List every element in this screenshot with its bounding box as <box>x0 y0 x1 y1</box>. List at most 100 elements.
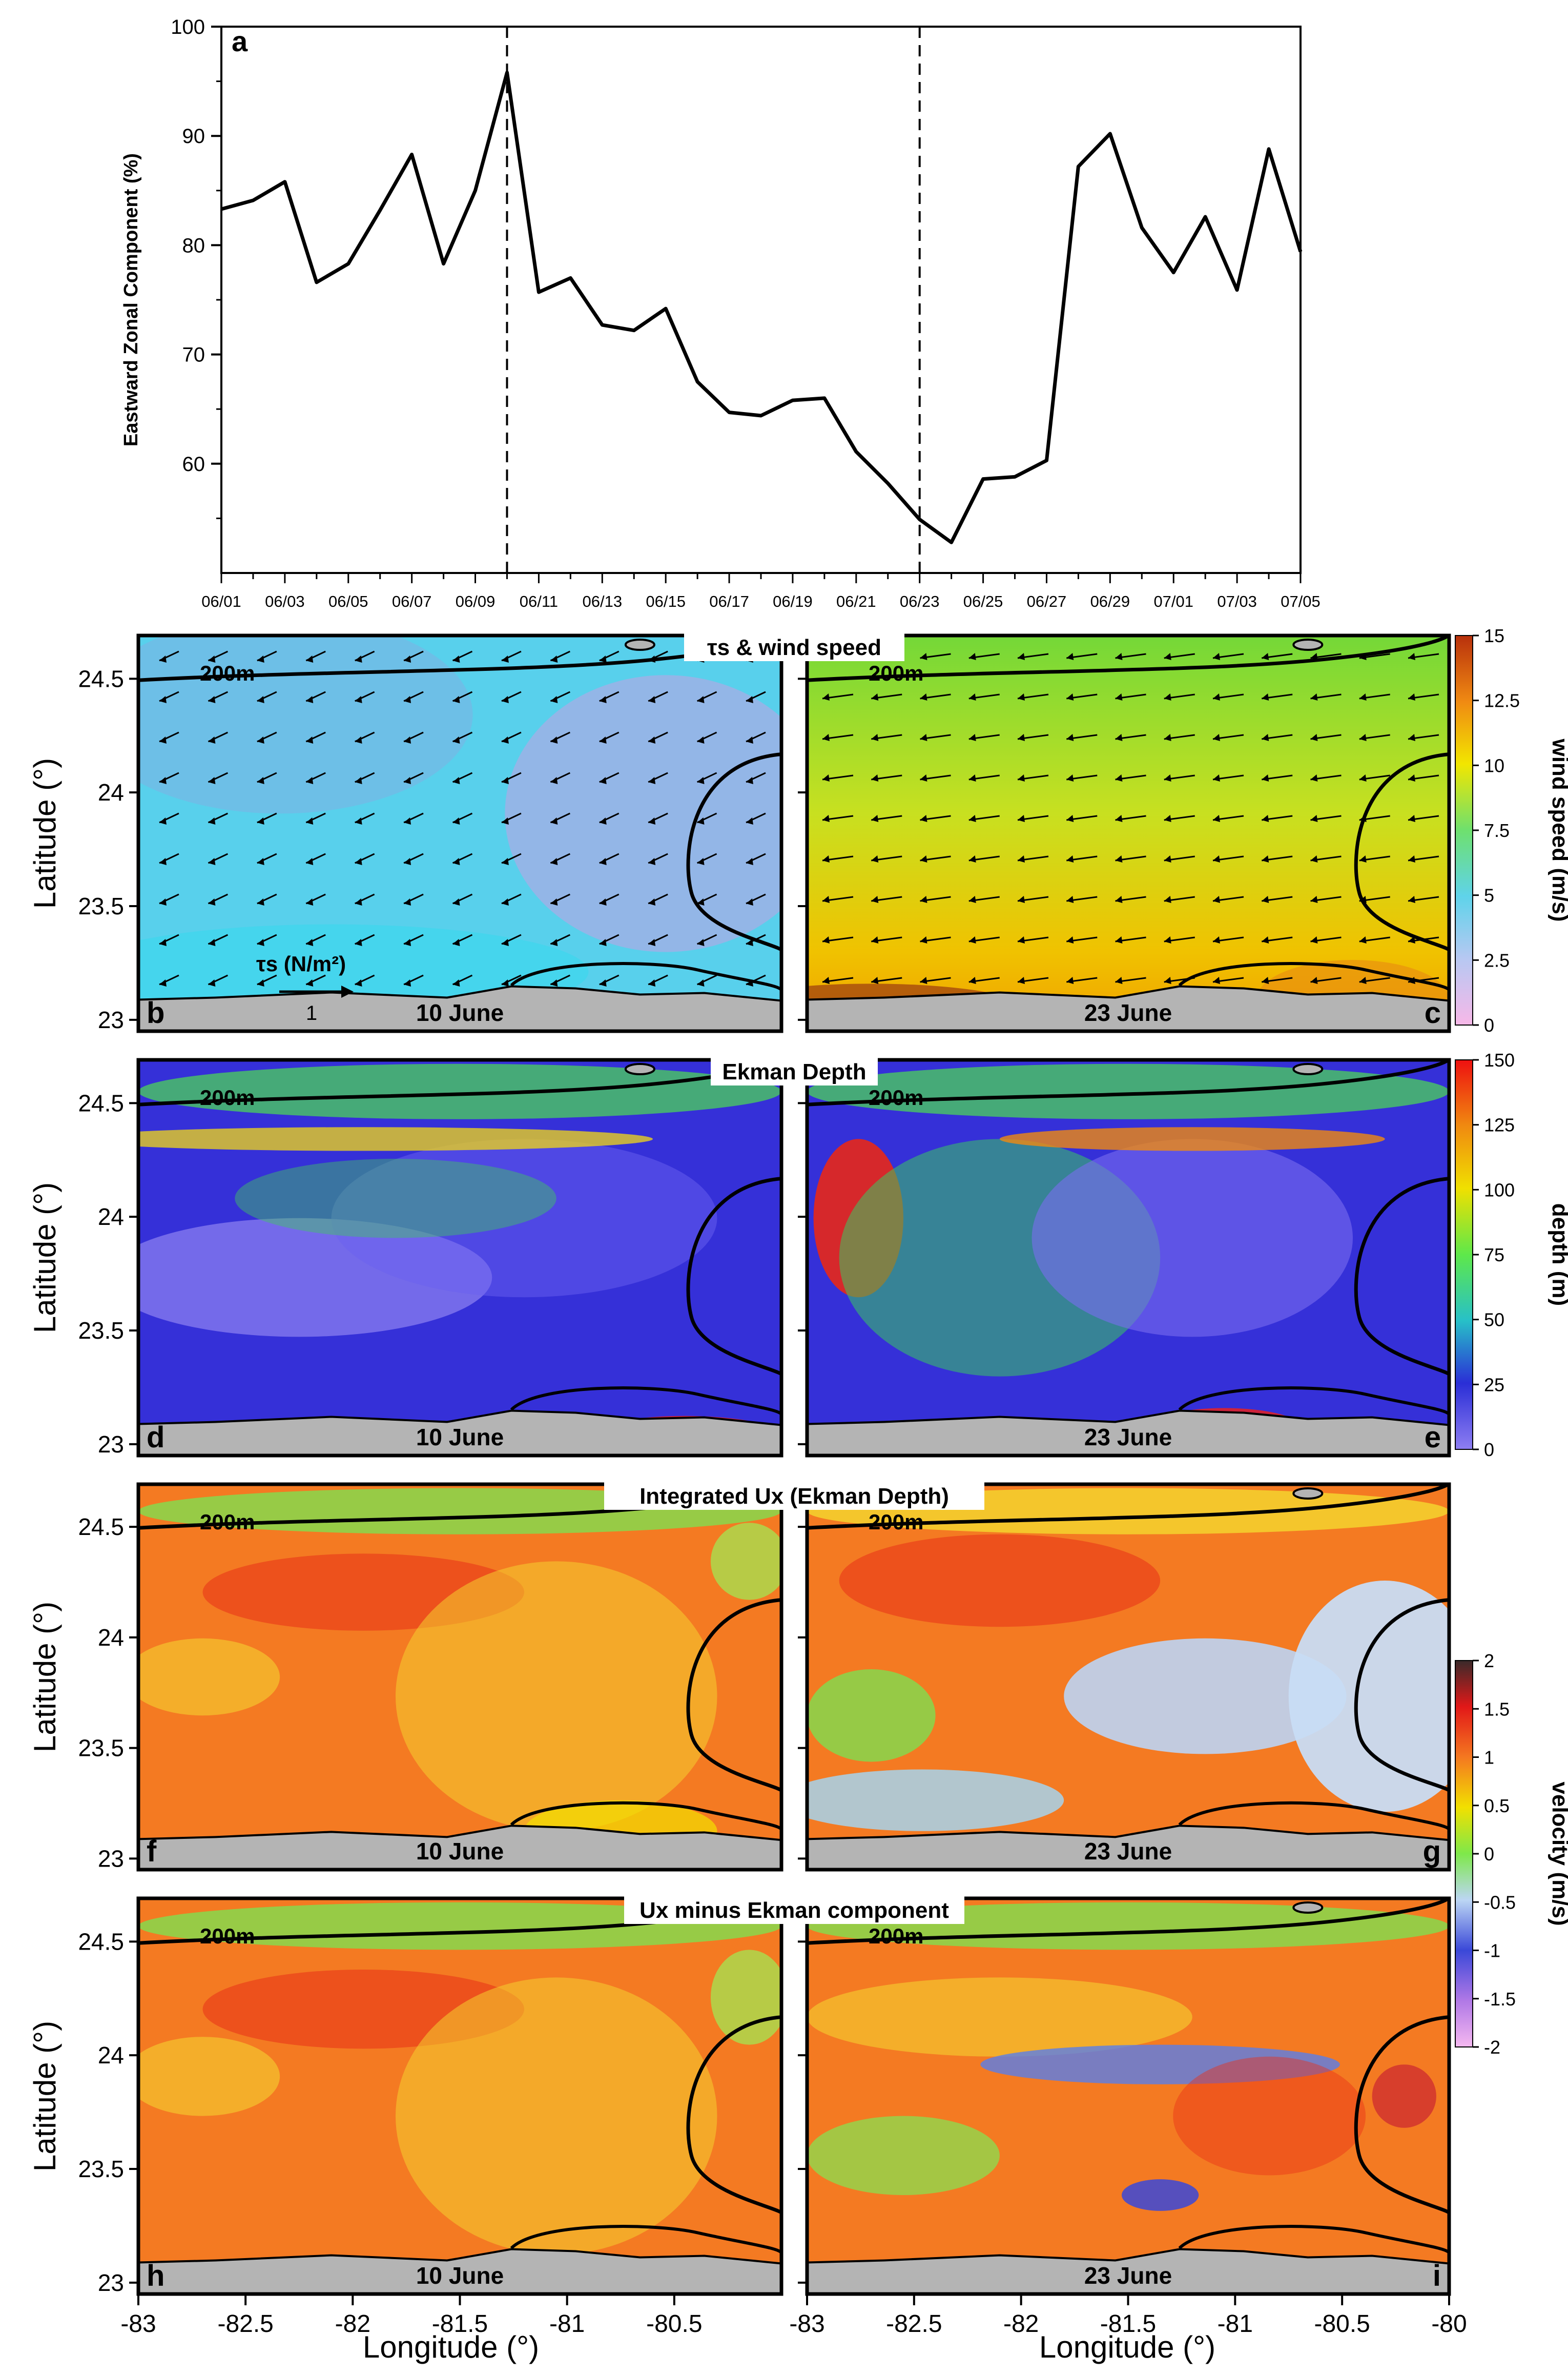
lat-tick-label: 24 <box>98 1624 124 1651</box>
vector-head <box>1359 977 1367 984</box>
isobath-label: 200m <box>869 1085 923 1110</box>
lat-tick-label: 24 <box>98 1203 124 1230</box>
panel-letter-g: g <box>1423 1835 1441 1868</box>
vector-head <box>920 734 927 741</box>
vector-head <box>1359 855 1367 863</box>
vector-head <box>404 777 411 784</box>
vector-head <box>599 898 607 906</box>
vector-head <box>697 939 705 946</box>
vector-head <box>404 736 411 744</box>
vector-head <box>822 936 830 944</box>
vector-head <box>746 898 753 906</box>
map-panel-h: 200m h 10 June 23 23.5 24 24.5 <box>78 1896 783 2296</box>
x-tick-label: 07/01 <box>1153 592 1193 610</box>
lon-tick-label: -82.5 <box>217 2310 273 2338</box>
vector-head <box>1359 936 1367 944</box>
vector-head <box>1310 855 1318 863</box>
vector-head <box>1115 855 1123 863</box>
isobath-200m-east <box>686 1598 781 1793</box>
field-patch <box>1288 1581 1449 1812</box>
vector-head <box>306 696 314 703</box>
vector-head <box>871 693 879 701</box>
panel-frame <box>136 1058 783 1458</box>
lon-axis: -83 -82.5 -82 -81.5 -81 -80.5 -83 -82.5 -82 -81.5… <box>28 758 1467 2364</box>
x-tick-label: 06/11 <box>520 592 558 610</box>
row-title: Integrated Ux (Ekman Depth) <box>604 1482 984 1510</box>
vector-head <box>1213 977 1220 984</box>
vector-head <box>871 734 879 741</box>
isobath-label: 200m <box>869 1924 923 1948</box>
vector-head <box>871 977 879 984</box>
vector-head <box>920 896 927 903</box>
vector-head <box>822 774 830 782</box>
y-axis-label: Latitude (°) <box>28 1602 62 1752</box>
panel-letter-h: h <box>147 2259 164 2292</box>
colorbar: 0 2.5 5 7.5 10 12.5 15 wind speed (m/s) <box>1455 625 1568 1036</box>
colorbar-gradient <box>1455 1059 1473 1450</box>
lat-tick-label: 23.5 <box>78 893 124 919</box>
vector-head <box>1066 936 1074 944</box>
vector-head <box>697 858 705 865</box>
vector-head <box>1262 734 1269 741</box>
colorbar-gradient <box>1455 635 1473 1026</box>
vector-legend-scale: 1 <box>306 1002 317 1025</box>
map-panel-f: 200m f 10 June 23 23.5 24 24.5 <box>78 1482 783 1872</box>
vector-head <box>697 898 705 906</box>
vector-head <box>306 656 314 663</box>
row-title: τs & wind speed <box>684 633 904 661</box>
vector-head <box>871 896 879 903</box>
vector-head <box>208 898 216 906</box>
vector-head <box>404 858 411 865</box>
vector-head <box>452 858 460 865</box>
vector-head <box>257 656 264 663</box>
field-patch <box>710 1950 781 2045</box>
isobath-200m-east <box>1354 1177 1449 1377</box>
vector-head <box>1408 815 1415 822</box>
isobath-label: 200m <box>869 661 923 685</box>
colorbar-tick-label: 7.5 <box>1484 820 1510 841</box>
vector-head <box>355 777 362 784</box>
vector-head <box>1018 936 1025 944</box>
colorbar-tick-label: -1 <box>1484 1940 1500 1961</box>
stress-vectors <box>822 653 1439 984</box>
panel-frame <box>805 633 1451 1033</box>
lon-tick-label: -80 <box>1431 2310 1467 2338</box>
x-tick-label: 06/15 <box>646 592 686 610</box>
field-patch <box>138 1063 781 1119</box>
vector-head <box>208 939 216 946</box>
row-title: Ekman Depth <box>711 1058 878 1085</box>
vector-head <box>550 939 558 946</box>
field-patch <box>396 1977 717 2255</box>
vector-head <box>1018 855 1025 863</box>
vector-head <box>501 979 509 987</box>
panel-date: 23 June <box>1084 1424 1172 1450</box>
vector-head <box>871 936 879 944</box>
vector-head <box>208 656 216 663</box>
x-tick-label: 06/03 <box>265 592 305 610</box>
isobath-200m-north <box>807 636 1449 682</box>
vector-head <box>1066 977 1074 984</box>
lon-tick-label: -81 <box>1218 2310 1253 2338</box>
colorbar-tick-label: 2 <box>1484 1650 1494 1671</box>
vector-head <box>1310 815 1318 822</box>
lat-tick-label: 23 <box>98 1431 124 1458</box>
y-axis-label: Latitude (°) <box>28 1182 62 1333</box>
isobath-200m-north <box>807 1484 1449 1530</box>
field-patch <box>396 1561 717 1831</box>
colorbar-label: wind speed (m/s) <box>1548 739 1568 922</box>
vector-head <box>550 817 558 825</box>
panel-frame <box>805 1058 1451 1458</box>
vector-head <box>1262 977 1269 984</box>
vector-head <box>599 939 607 946</box>
vector-head <box>1262 855 1269 863</box>
land-cuba <box>138 1825 781 1870</box>
vector-head <box>1213 774 1220 782</box>
vector-head <box>1018 815 1025 822</box>
colorbar-tick-label: -1.5 <box>1484 1989 1516 2010</box>
panel-date: 10 June <box>416 1424 504 1450</box>
vector-head <box>257 939 264 946</box>
x-tick-label: 06/23 <box>900 592 940 610</box>
vector-head <box>452 979 460 987</box>
panel-date: 23 June <box>1084 1838 1172 1865</box>
vector-head <box>697 979 705 987</box>
